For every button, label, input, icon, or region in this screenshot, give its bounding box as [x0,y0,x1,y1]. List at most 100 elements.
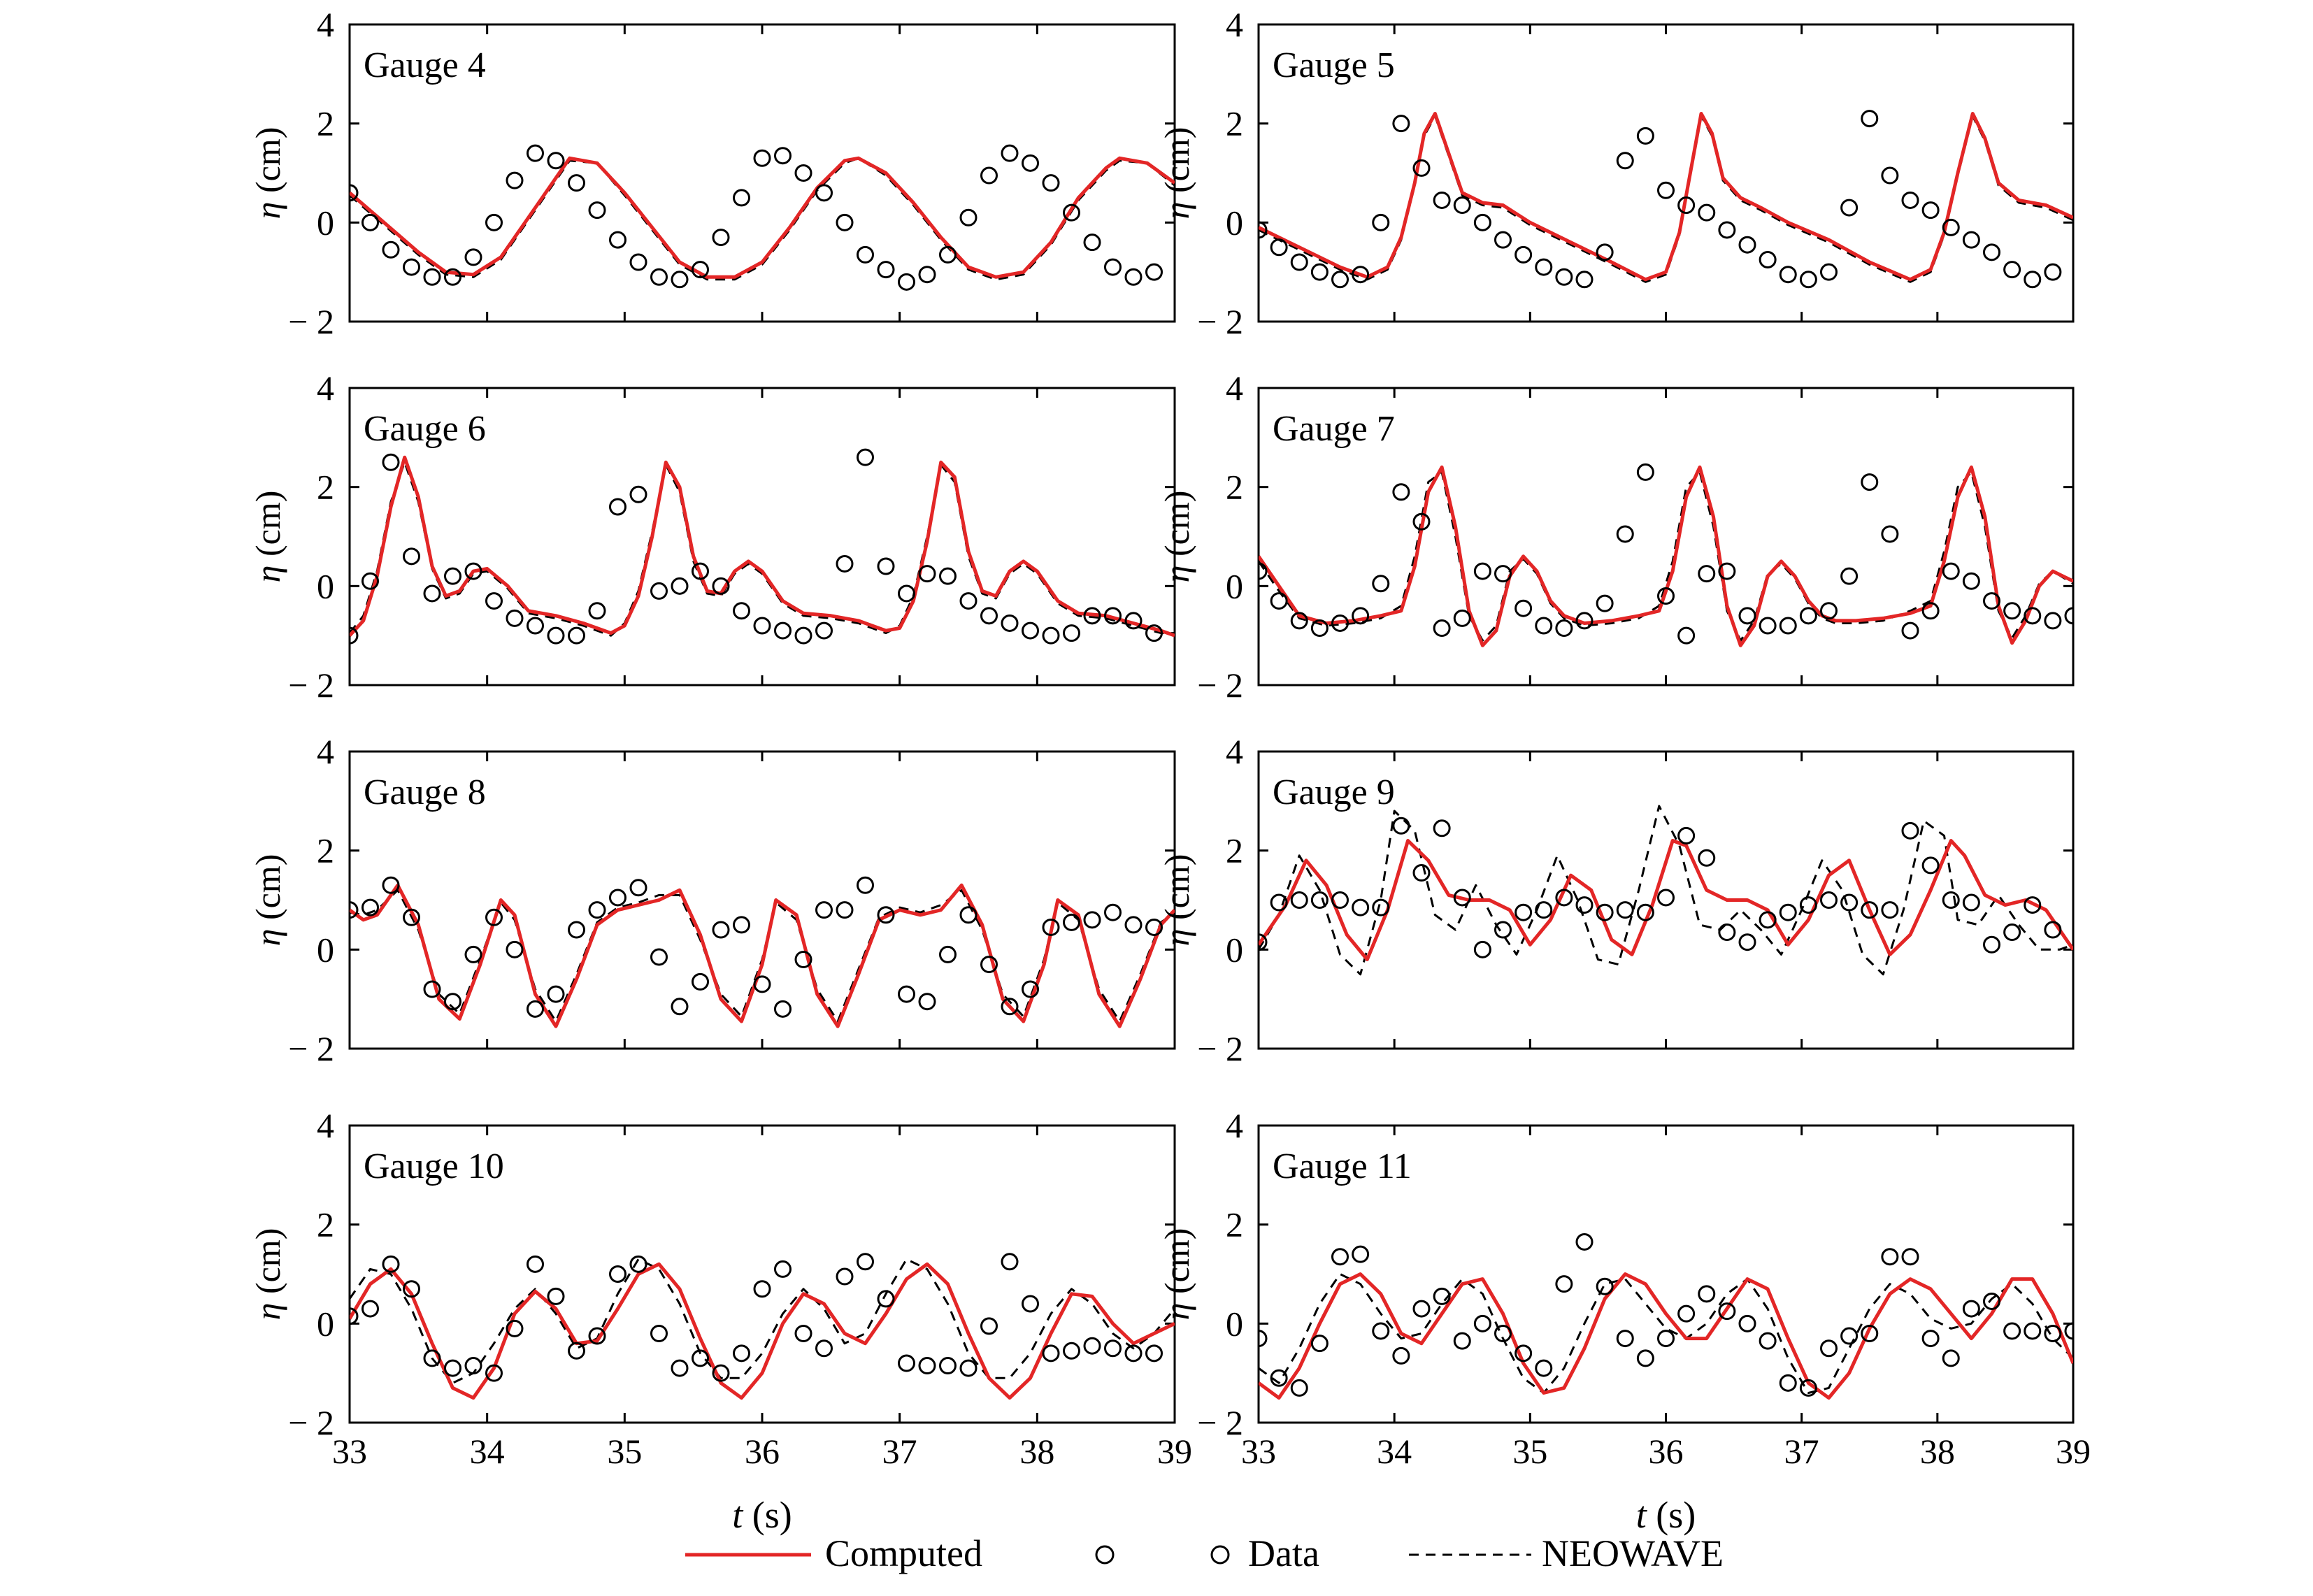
y-axis-label: η (cm) [1157,1228,1196,1321]
data-point [1820,602,1838,620]
y-tick-label: − 2 [1197,1403,1243,1442]
data-point [918,266,936,284]
data-point [1901,1248,1919,1266]
data-point [1001,144,1019,162]
data-point [2024,607,2042,625]
data-point [350,184,359,202]
data-point [1392,817,1410,835]
panel-gauge-9: 4 2 0 − 2 η (cm) Gauge 9 [1157,732,2075,1068]
data-point [464,1357,482,1375]
data-point [1514,903,1533,921]
computed-series-line [350,156,1175,279]
data-point [1290,891,1308,909]
data-point [918,993,936,1011]
data-point [1494,921,1512,939]
data-point [1718,1302,1736,1321]
data-point [980,956,998,974]
data-point [1494,231,1512,249]
data-point [898,273,915,291]
data-point [547,626,565,645]
data-point [1310,263,1329,281]
data-point [980,1317,998,1335]
y-tick-label: 4 [1226,732,1243,771]
data-point [527,144,544,162]
y-tick-label: − 2 [288,666,334,705]
data-point [1840,199,1859,217]
data-point [1494,565,1512,583]
data-point [794,1325,812,1342]
data-point [464,945,482,963]
data-point [1433,1287,1451,1305]
data-point [1861,473,1879,491]
data-point [506,609,524,627]
data-point [1290,612,1308,630]
data-point [1901,621,1919,640]
data-point [506,1319,524,1337]
data-point [1473,213,1491,231]
data-point [1104,258,1122,276]
data-point [857,448,874,466]
y-tick-label: 4 [317,368,334,408]
data-point [1392,115,1410,133]
data-point [1124,916,1143,934]
data-point [1022,154,1039,172]
data-point [733,1344,750,1363]
y-axis-label: η (cm) [248,127,287,220]
data-point [1555,619,1573,638]
y-axis-label: η (cm) [248,491,287,583]
data-point [1412,159,1431,177]
data-point [2003,261,2021,279]
data-point [753,975,771,993]
data-point [753,1280,771,1298]
computed-series-line [350,1262,1175,1400]
y-tick-label: 0 [1226,1304,1243,1343]
data-point [815,1339,833,1358]
data-point [1962,231,1980,249]
data-point [1453,1332,1471,1350]
data-point [836,901,854,919]
data-point [2044,1325,2062,1342]
y-tick-label: 0 [317,566,334,605]
data-point [1738,1314,1756,1332]
y-tick-label: 4 [317,5,334,44]
data-point [1881,1248,1899,1266]
data-point [1022,980,1039,998]
data-point [382,453,400,471]
data-point [1657,889,1675,907]
data-point [1412,512,1431,531]
data-point [629,1255,647,1273]
data-point [1677,1304,1696,1323]
panel-gauge-6: 4 2 0 − 2 η (cm) Gauge 6 [248,368,1176,705]
data-point [794,626,812,645]
data-point [774,1000,792,1018]
y-tick-label: 2 [1226,468,1243,507]
data-point [898,985,915,1003]
x-axis-label: t (s) [732,1494,792,1536]
data-point [1921,1330,1940,1348]
x-tick-label: 36 [745,1432,780,1471]
data-point [444,268,461,286]
y-tick-label: 0 [1226,566,1243,605]
data-point [1616,1330,1634,1348]
data-point [361,213,379,231]
data-point [609,231,626,249]
y-tick-label: 0 [317,930,334,969]
data-point [815,621,833,640]
data-point [939,945,957,963]
data-point [1677,826,1696,844]
data-point [1372,213,1390,231]
data-point [1063,203,1080,222]
data-point [692,1349,709,1367]
data-point [1352,1245,1370,1263]
data-point [1453,196,1471,215]
data-point [403,258,420,276]
data-point [1535,617,1553,635]
y-tick-label: 2 [317,831,334,870]
data-point [485,908,503,926]
data-point [1799,271,1817,289]
data-point [1861,1325,1879,1342]
data-point [1083,1337,1101,1355]
data-point [877,557,895,575]
data-point [1738,607,1756,625]
